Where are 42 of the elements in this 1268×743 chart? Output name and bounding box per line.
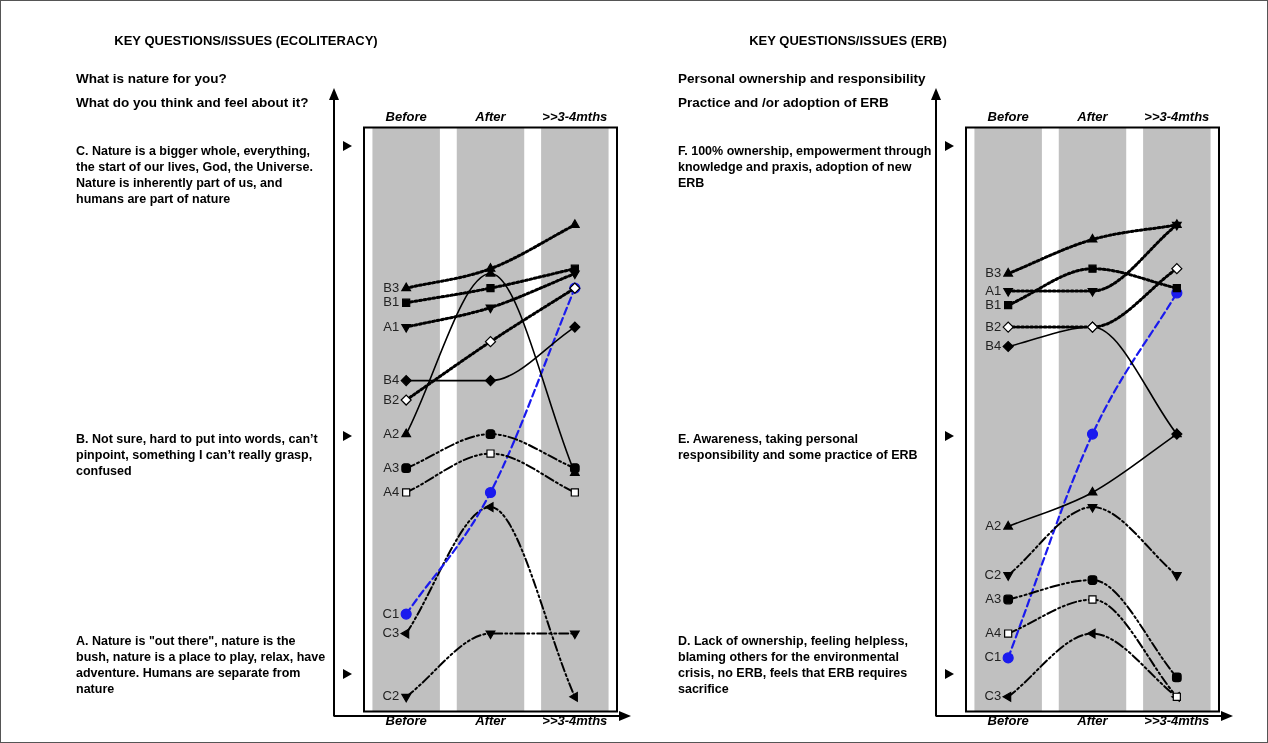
series-label: B3 — [383, 279, 400, 295]
text: Before — [385, 109, 427, 125]
series-label: A4 — [985, 625, 1002, 641]
series-label: C1 — [984, 649, 1002, 665]
text: Personal ownership and responsibility Practice and /or adoption of ERB — [678, 70, 927, 112]
text: A. Nature is "out there", nature is the bush, nature is a place to play, relax, have adventure. Humans are separate from nature — [76, 633, 327, 697]
series-label: B2 — [985, 318, 1002, 334]
series-label: A2 — [985, 518, 1002, 534]
series-label: B1 — [383, 294, 400, 310]
series-label: B2 — [383, 391, 400, 407]
text: Before — [987, 109, 1029, 125]
text: B. Not sure, hard to put into words, can’t pinpoint, something I can’t really grasp, confused — [76, 431, 319, 479]
text: KEY QUESTIONS/ISSUES (ERB) — [748, 33, 948, 48]
text: C. Nature is a bigger whole, everything, the start of our lives, God, the Universe. Nature is inherently part of us, and humans are part of nature — [76, 143, 314, 207]
series-label: B1 — [985, 296, 1002, 312]
series-label: A1 — [985, 282, 1002, 298]
text: After — [475, 109, 506, 125]
text: F. 100% ownership, empowerment through knowledge and praxis, adoption of new ERB — [678, 143, 933, 191]
series-label: A3 — [985, 591, 1002, 607]
x-tick-label: >>3-4mths — [1144, 712, 1210, 728]
text: KEY QUESTIONS/ISSUES (ECOLITERACY) — [113, 33, 379, 48]
text: E. Awareness, taking personal responsibility and some practice of ERB — [678, 431, 919, 463]
text: D. Lack of ownership, feeling helpless, blaming others for the environmental crisis, no ERB, feels that ERB requires sacrifice — [678, 633, 909, 697]
series-label: B4 — [383, 372, 400, 388]
series-label: C2 — [984, 566, 1002, 582]
series-label: B4 — [985, 338, 1002, 354]
series-label: C3 — [382, 625, 400, 641]
series-label: C1 — [382, 605, 400, 621]
series-label: A3 — [383, 459, 400, 475]
series-label: A4 — [383, 484, 400, 500]
series-label: C3 — [984, 688, 1002, 704]
x-tick-label: After — [1076, 712, 1109, 728]
x-tick-label: >>3-4mths — [542, 712, 608, 728]
text: >>3-4mths — [1144, 109, 1210, 125]
series-label: B3 — [985, 265, 1002, 281]
text: What is nature for you? What do you think and feel about it? — [76, 70, 310, 112]
text: >>3-4mths — [542, 109, 608, 125]
series-label: A2 — [383, 425, 400, 441]
text: After — [1077, 109, 1108, 125]
series-label: C2 — [382, 688, 400, 704]
series-label: A1 — [383, 318, 400, 334]
x-tick-label: After — [474, 712, 507, 728]
